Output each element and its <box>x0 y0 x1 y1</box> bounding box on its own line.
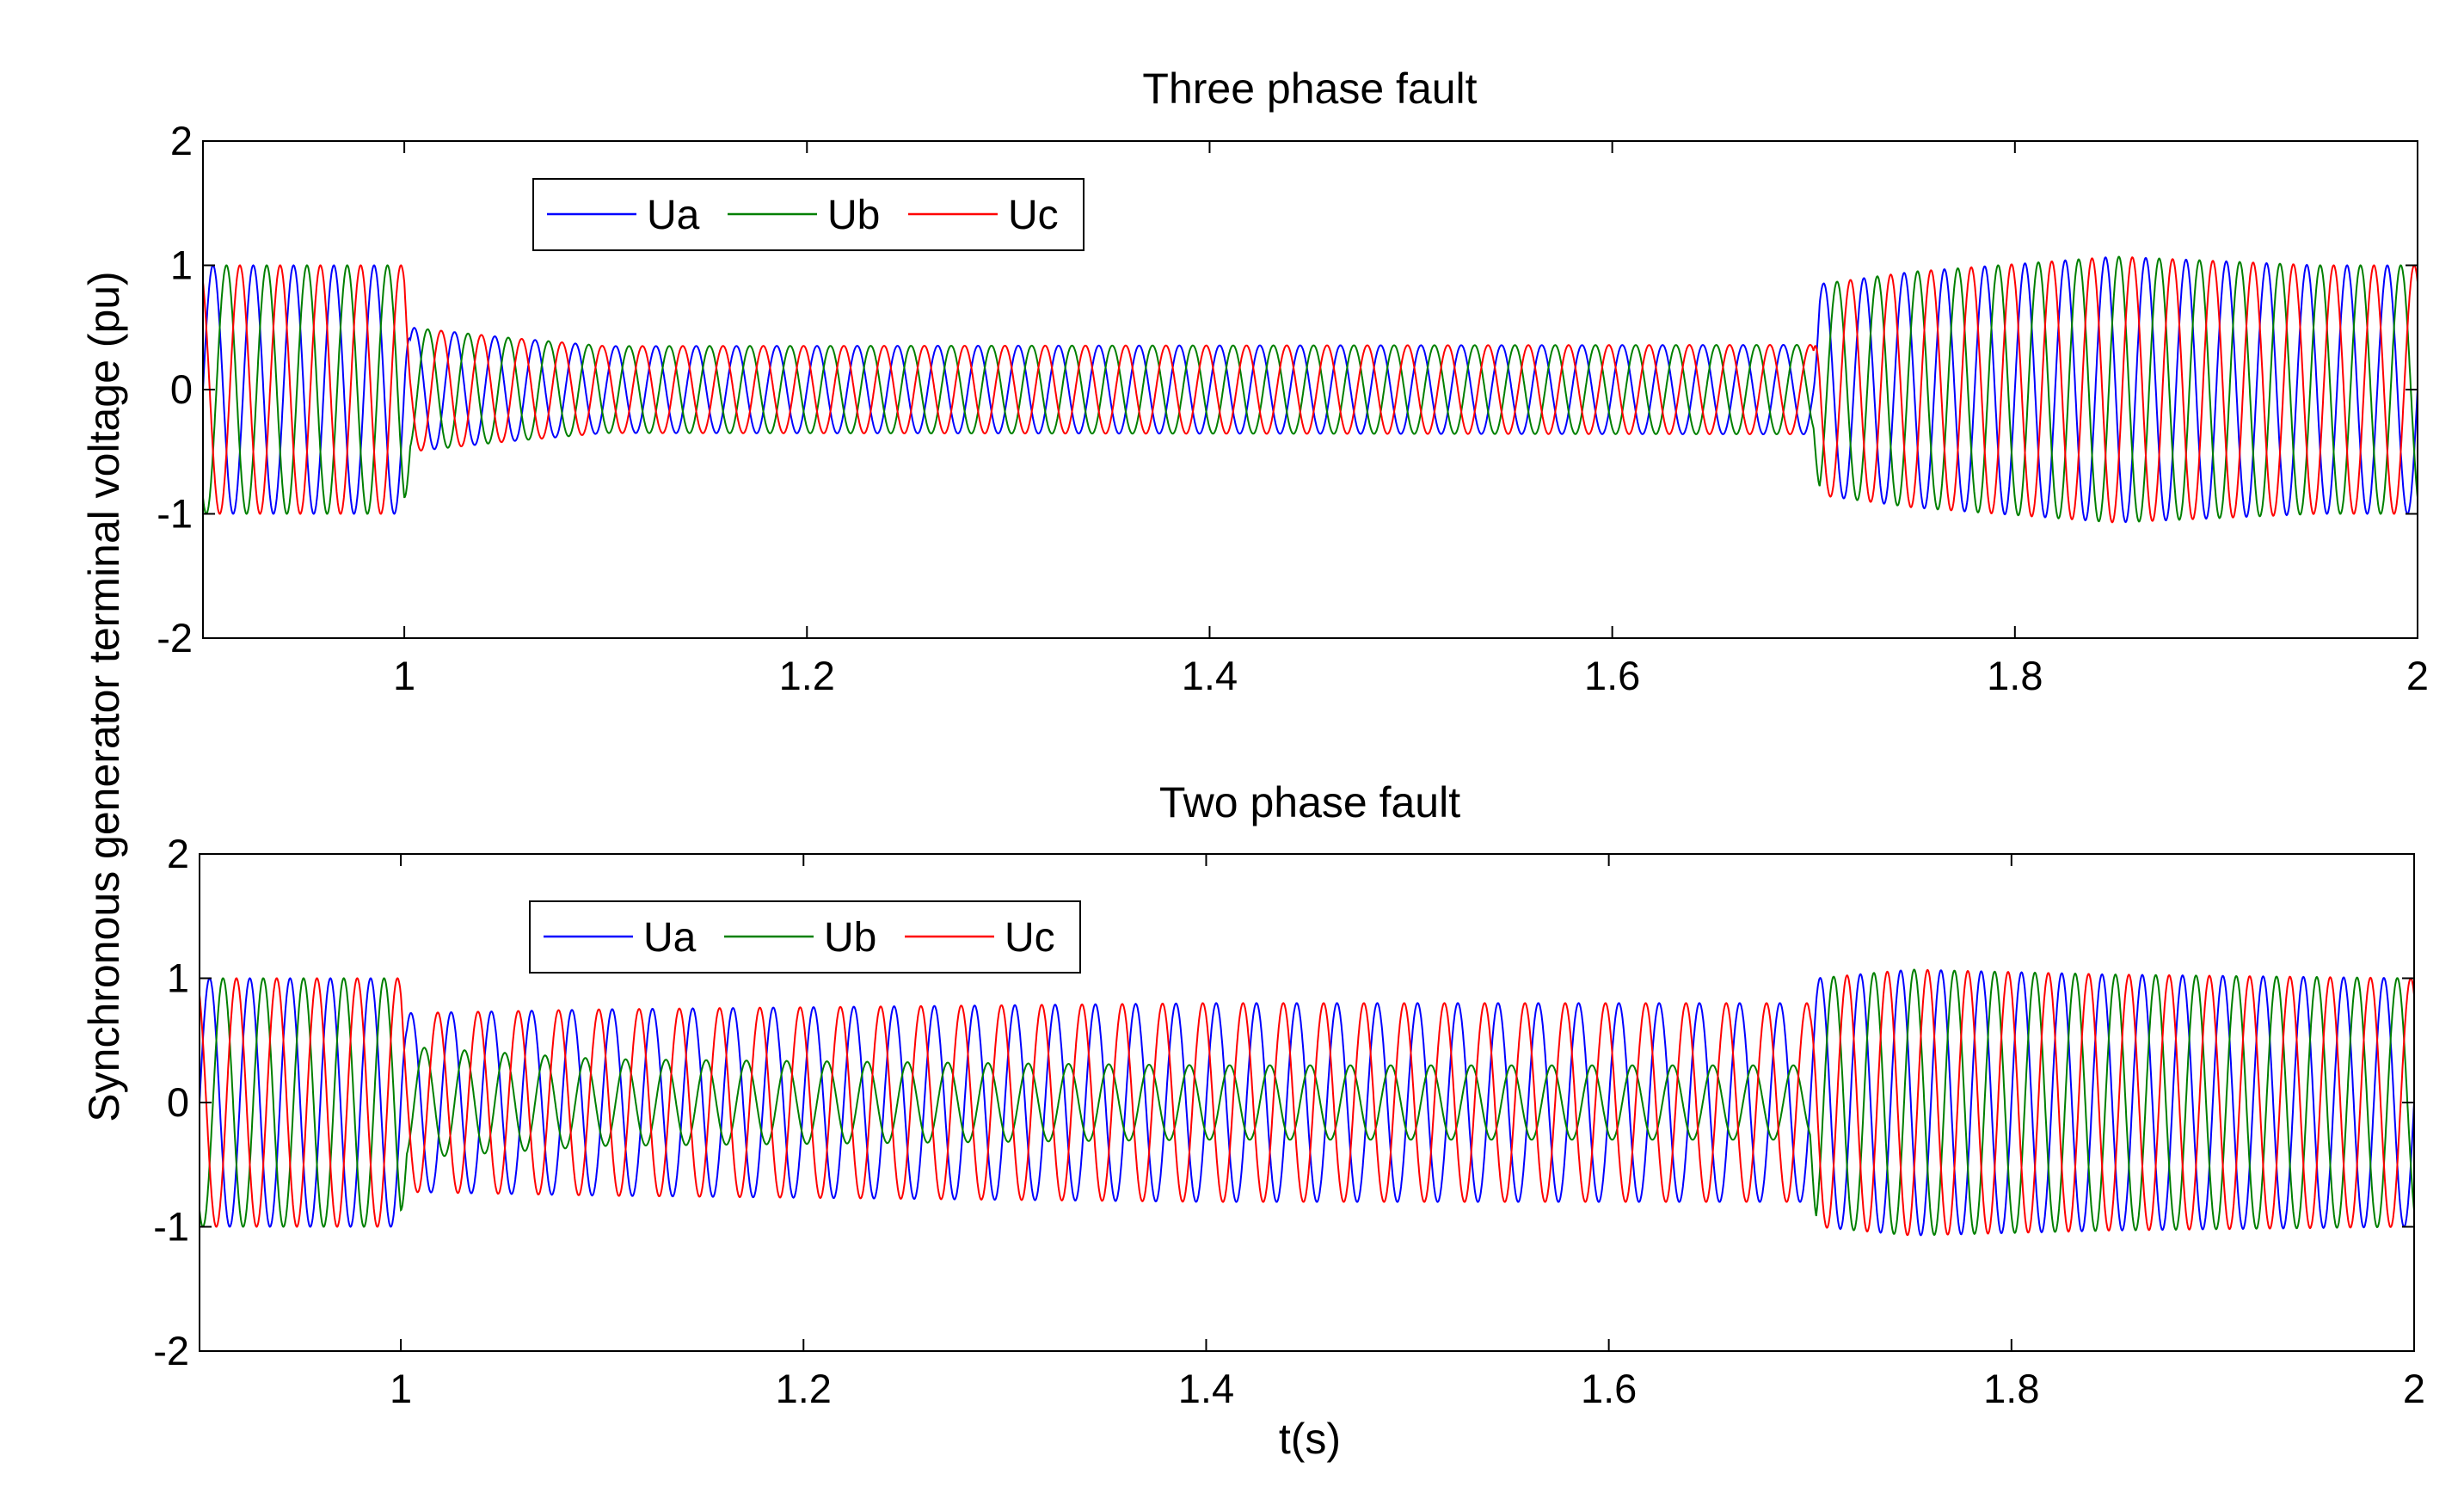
x-tick-label: 1 <box>390 1366 412 1411</box>
y-tick-label: 1 <box>170 243 193 288</box>
legend-label-uc: Uc <box>1008 193 1059 238</box>
x-axis-label: t(s) <box>1279 1415 1341 1463</box>
legend-label-ub: Ub <box>824 915 876 961</box>
chart-three-phase-fault: Three phase fault Ua Ub Uc 1 1.2 1.4 1.6 1.8… <box>157 64 2429 698</box>
x-tick-label: 1.2 <box>776 1366 832 1411</box>
legend: Ua Ub Uc <box>532 178 1085 251</box>
x-tick-label: 2 <box>2403 1366 2425 1411</box>
series-line-uc <box>203 256 2418 524</box>
y-tick-label: -2 <box>153 1328 189 1373</box>
y-tick-label: 2 <box>167 831 189 876</box>
x-tick-label: 1.6 <box>1584 653 1640 698</box>
x-tick-label: 1.8 <box>1983 1366 2039 1411</box>
y-tick-label: 2 <box>170 118 193 163</box>
y-tick-label: 1 <box>167 955 189 1001</box>
chart-two-phase-fault: Two phase fault t(s) Ua Ub Uc 1 1.2 1.4 1.6… <box>153 778 2425 1463</box>
legend-label-uc: Uc <box>1005 915 1055 961</box>
x-tick-label: 1.4 <box>1182 653 1238 698</box>
series-line-ub <box>200 968 2414 1236</box>
series-line-ua <box>200 969 2414 1237</box>
legend-label-ua: Ua <box>647 193 700 238</box>
legend-label-ub: Ub <box>827 193 880 238</box>
y-tick-label: -2 <box>157 615 193 660</box>
x-tick-label: 1 <box>393 653 415 698</box>
series-line-ub <box>203 255 2418 523</box>
y-tick-label: -1 <box>153 1204 189 1250</box>
series-line-ua <box>203 256 2418 524</box>
series-line-uc <box>200 968 2414 1237</box>
x-tick-label: 1.6 <box>1581 1366 1637 1411</box>
chart-title: Three phase fault <box>1142 64 1477 113</box>
y-axis-label: Synchronous generator terminal voltage (… <box>80 271 128 1121</box>
x-tick-label: 1.2 <box>779 653 835 698</box>
y-tick-label: -1 <box>157 491 193 537</box>
x-tick-label: 1.8 <box>1987 653 2043 698</box>
legend-label-ua: Ua <box>643 915 697 961</box>
y-tick-label: 0 <box>167 1079 189 1125</box>
y-tick-label: 0 <box>170 366 193 412</box>
x-tick-label: 1.4 <box>1178 1366 1234 1411</box>
chart-title: Two phase fault <box>1159 778 1460 826</box>
legend: Ua Ub Uc <box>529 900 1081 974</box>
x-tick-label: 2 <box>2406 653 2429 698</box>
